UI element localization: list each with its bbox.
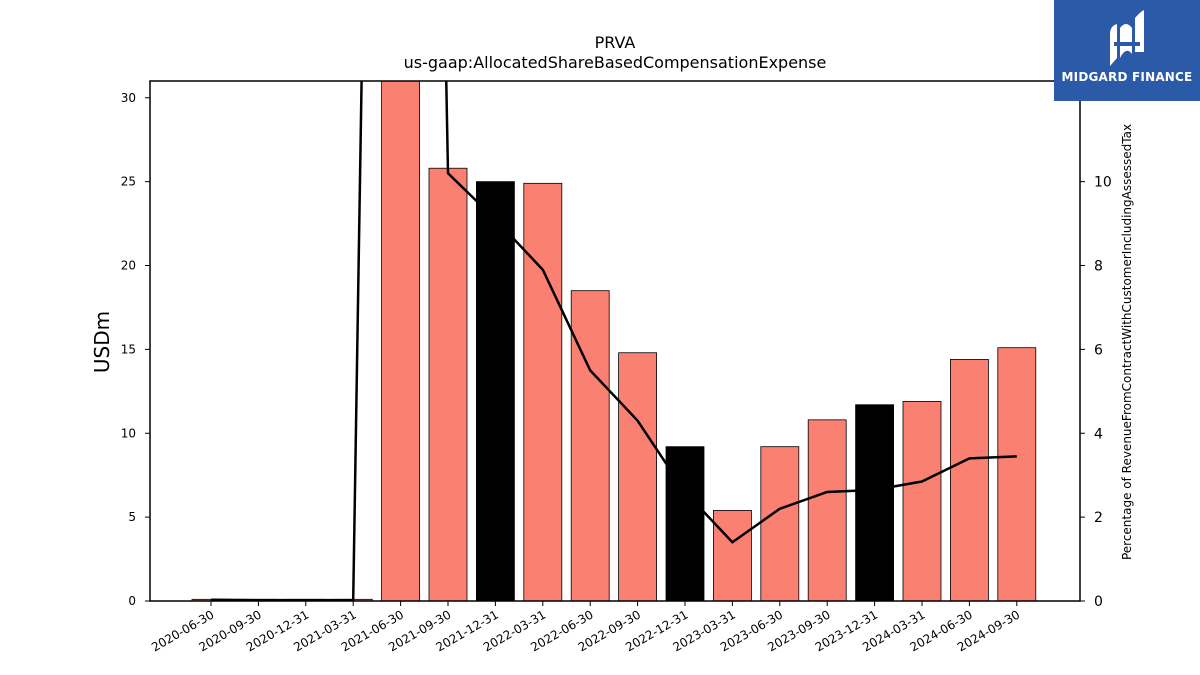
logo-brand-text: MIDGARD FINANCE xyxy=(1061,70,1193,84)
bar-2023-09-30 xyxy=(807,419,847,601)
y2-tick-label-6: 6 xyxy=(1094,342,1103,358)
bar-2023-03-31 xyxy=(713,510,752,601)
y2-tick-label-8: 8 xyxy=(1094,259,1103,275)
bar-2021-06-30 xyxy=(381,81,421,601)
y-tick-label-5: 5 xyxy=(128,510,136,524)
bar-2024-09-30 xyxy=(997,347,1037,601)
bar-2021-12-31 xyxy=(475,181,515,601)
bar-2022-06-30 xyxy=(570,290,610,601)
bar-2022-03-31 xyxy=(523,182,563,601)
y2-tick-label-2: 2 xyxy=(1094,510,1103,526)
revenue-percentage-line xyxy=(210,81,1017,601)
bar-2022-09-30 xyxy=(618,352,657,601)
plot-frame xyxy=(149,80,1081,602)
midgard-logo-icon xyxy=(1110,10,1144,66)
y-axis-left: 0 5 10 15 20 25 30 xyxy=(121,91,150,608)
midgard-finance-logo: MIDGARD FINANCE xyxy=(1054,0,1200,101)
bar-2024-06-30 xyxy=(950,359,989,601)
y-tick-label-25: 25 xyxy=(121,175,136,189)
y2-tick-label-10: 10 xyxy=(1094,175,1112,191)
bar-2023-06-30 xyxy=(760,446,800,601)
line-group xyxy=(210,81,1017,601)
y2-tick-label-4: 4 xyxy=(1094,426,1103,442)
chart-subtitle: us-gaap:AllocatedShareBasedCompensationE… xyxy=(404,53,827,72)
chart-title: PRVA xyxy=(595,33,636,52)
y-axis-right: 0 2 4 6 8 10 xyxy=(1080,175,1112,610)
bar-2024-03-31 xyxy=(902,400,942,601)
y-axis-label: USDm xyxy=(90,311,114,373)
y2-axis-label: Percentage of RevenueFromContractWithCus… xyxy=(1120,124,1134,560)
y-tick-label-20: 20 xyxy=(121,259,136,273)
y-tick-label-0: 0 xyxy=(128,594,136,608)
y-tick-label-15: 15 xyxy=(121,342,136,356)
bars-group xyxy=(191,81,1037,601)
y-tick-label-10: 10 xyxy=(121,426,136,440)
bar-2021-09-30 xyxy=(428,167,468,601)
y2-tick-label-0: 0 xyxy=(1094,594,1103,610)
y-tick-label-30: 30 xyxy=(121,91,136,105)
bar-2023-12-31 xyxy=(855,404,894,601)
x-axis: 2020-06-302020-09-302020-12-312021-03-31… xyxy=(149,601,1022,654)
